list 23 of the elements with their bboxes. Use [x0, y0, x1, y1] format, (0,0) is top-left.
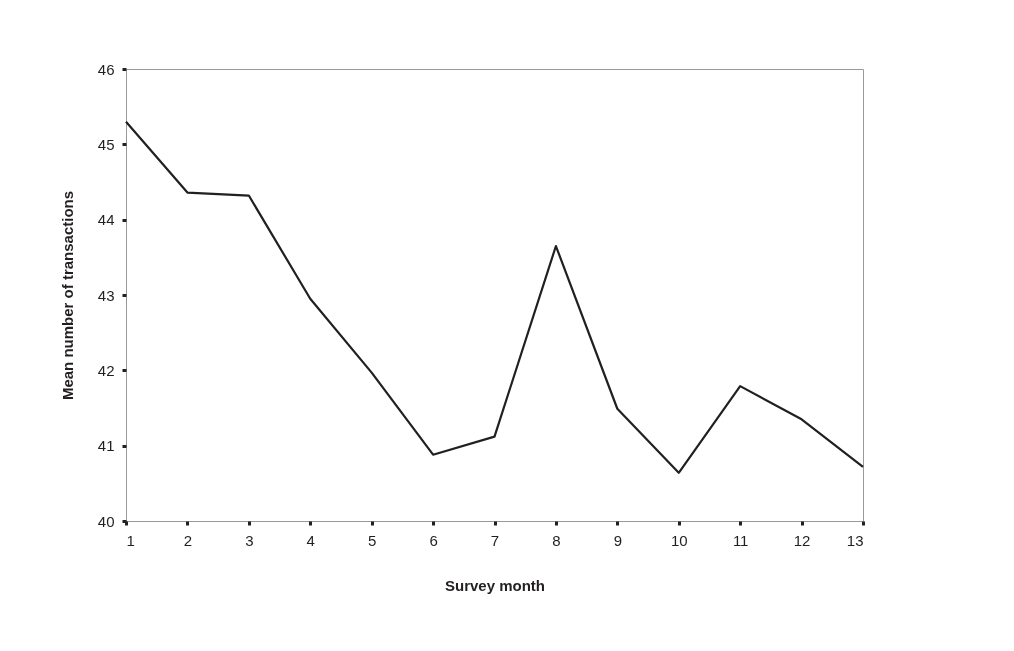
- y-tick-label: 45: [97, 135, 115, 153]
- x-tick-label: 7: [490, 531, 500, 549]
- x-tick-label: 11: [732, 531, 749, 549]
- x-tick-label: 2: [183, 531, 193, 549]
- y-tick-label: 40: [97, 512, 115, 530]
- x-tick-label: 1: [126, 531, 135, 549]
- y-tick-label: 44: [97, 211, 115, 229]
- x-axis-title: Survey month: [444, 576, 546, 594]
- y-tick-label: 46: [97, 60, 115, 78]
- y-axis-title: Mean number of transactions: [58, 190, 76, 401]
- y-tick-label: 42: [97, 361, 115, 379]
- x-tick-label: 9: [613, 531, 623, 549]
- x-tick-label: 12: [793, 531, 811, 549]
- x-tick-label: 4: [306, 531, 315, 549]
- x-tick-label: 8: [552, 531, 561, 549]
- x-tick-label: 6: [429, 531, 438, 549]
- y-tick-label: 41: [97, 437, 115, 455]
- x-tick-label: 5: [367, 531, 377, 549]
- line-series: [124, 120, 865, 474]
- x-tick-label: 3: [245, 531, 254, 549]
- x-tick-label: 10: [670, 531, 688, 549]
- x-tick-label: 13: [846, 531, 864, 549]
- y-tick-label: 43: [97, 286, 115, 304]
